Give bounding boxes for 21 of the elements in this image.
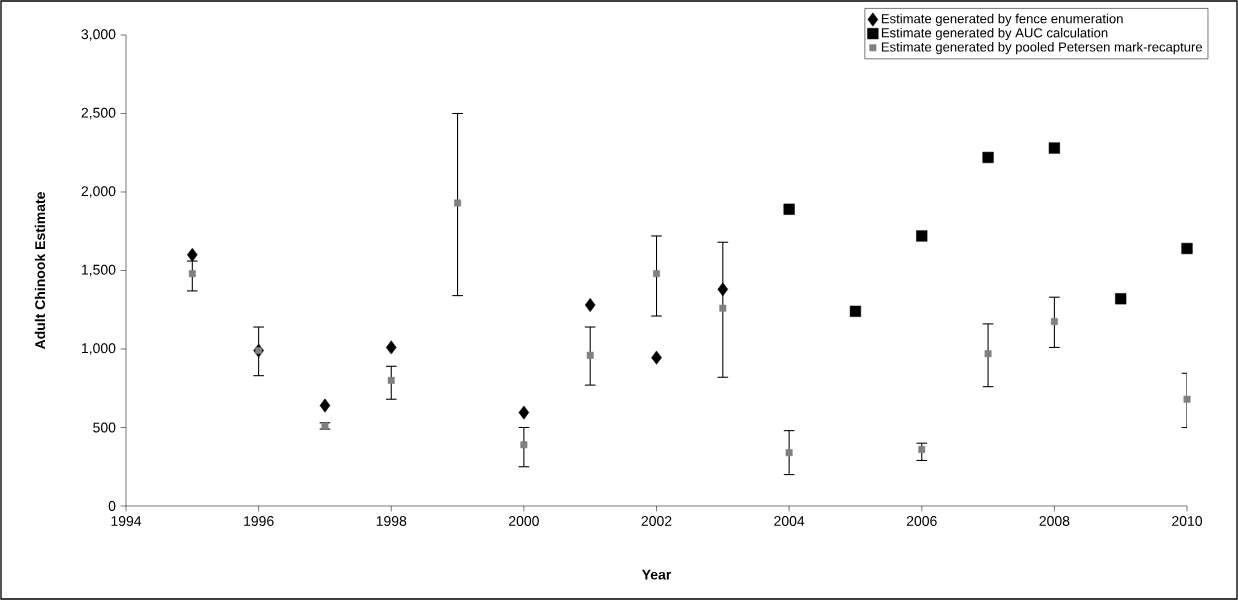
y-tick-label: 500 [93, 422, 116, 433]
y-axis-title: Adult Chinook Estimate [34, 192, 46, 350]
x-tick-label: 2002 [641, 516, 672, 526]
x-tick-label: 1996 [244, 516, 274, 526]
x-tick-label: 2004 [774, 516, 805, 526]
x-tick-label: 1998 [376, 516, 407, 526]
x-tick-label: 2008 [1039, 516, 1070, 526]
legend-label: Estimate generated by AUC calculation [881, 27, 1108, 41]
y-tick-label: 2,000 [81, 186, 116, 198]
x-tick-label: 2010 [1172, 516, 1203, 526]
legend-label: Estimate generated by fence enumeration [881, 13, 1123, 26]
y-tick-label: 3,000 [81, 29, 116, 41]
y-tick-label: 1,000 [81, 343, 116, 355]
x-tick-label: 2006 [906, 516, 937, 526]
x-tick-label: 2000 [509, 516, 539, 526]
x-axis-title: Year [641, 569, 672, 580]
legend-label: Estimate generated by pooled Petersen mark-recapture [881, 42, 1203, 55]
y-tick-label: 1,500 [81, 264, 116, 277]
x-tick-label: 1994 [111, 516, 142, 526]
y-tick-label: 2,500 [81, 107, 116, 120]
y-tick-label: 0 [108, 501, 116, 511]
